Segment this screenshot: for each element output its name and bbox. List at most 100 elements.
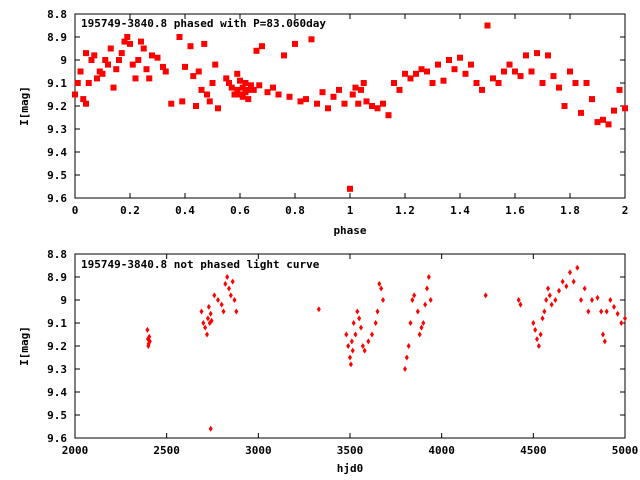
x-tick-label: 1.8 (560, 204, 580, 217)
x-tick-label: 2000 (62, 444, 89, 457)
y-tick-label: 9.2 (47, 340, 67, 353)
data-point (227, 285, 231, 292)
data-point (199, 308, 204, 315)
data-point (316, 306, 321, 313)
data-point (523, 52, 529, 59)
data-point (230, 278, 235, 285)
data-point (358, 86, 364, 93)
data-point (612, 303, 616, 310)
data-point (223, 75, 230, 82)
data-point (253, 47, 260, 54)
data-point (124, 34, 131, 40)
data-point (406, 343, 411, 349)
x-tick-label: 3500 (337, 444, 364, 457)
data-point (428, 297, 433, 303)
y-tick-label: 9.2 (47, 100, 67, 113)
data-point (270, 84, 276, 91)
data-point (147, 338, 152, 345)
data-point (385, 112, 392, 119)
data-point (381, 297, 385, 303)
data-point (94, 75, 100, 82)
data-point (221, 308, 226, 315)
data-point (99, 70, 106, 77)
data-point (219, 301, 224, 308)
data-point (538, 331, 543, 338)
data-point (116, 57, 122, 63)
data-point (350, 347, 355, 354)
data-point (424, 68, 430, 75)
data-point (319, 89, 326, 96)
data-point (426, 274, 431, 280)
data-point (557, 287, 561, 294)
x-tick-label: 4500 (520, 444, 547, 457)
data-point (204, 91, 210, 98)
data-point (206, 303, 211, 310)
data-point (226, 80, 232, 86)
data-point (182, 63, 188, 70)
data-point (533, 326, 538, 333)
data-point (518, 301, 523, 308)
y-tick-label: 8.9 (47, 271, 67, 284)
data-point (490, 75, 496, 82)
data-point (407, 75, 414, 82)
data-point (440, 77, 447, 84)
data-point (228, 292, 233, 299)
y-tick-label: 8.8 (47, 8, 67, 21)
data-point (423, 301, 428, 308)
data-point (608, 297, 613, 303)
data-point (545, 52, 551, 59)
data-point (201, 40, 208, 47)
data-point (391, 80, 397, 86)
x-tick-label: 0.2 (120, 204, 140, 217)
data-point (349, 91, 356, 98)
data-point (239, 93, 246, 100)
data-point (225, 274, 230, 280)
data-point (556, 84, 562, 91)
data-point (599, 308, 604, 315)
data-point (567, 68, 573, 75)
data-point (176, 34, 183, 40)
x-tick-label: 5000 (612, 444, 639, 457)
data-point (417, 331, 422, 338)
data-point (370, 331, 374, 338)
data-point (234, 70, 241, 77)
data-points (72, 22, 628, 192)
data-point (362, 347, 367, 354)
data-point (286, 93, 293, 100)
data-point (179, 98, 186, 105)
data-point (162, 68, 169, 75)
y-tick-label: 9.1 (47, 77, 67, 90)
data-point (209, 317, 214, 324)
data-point (622, 105, 628, 112)
data-point (369, 103, 375, 109)
data-point (595, 294, 600, 301)
data-point (564, 283, 569, 290)
data-point (140, 45, 147, 52)
data-point (281, 52, 287, 59)
x-tick-label: 2 (622, 204, 629, 217)
data-point (77, 68, 84, 75)
data-point (619, 320, 624, 326)
data-point (583, 80, 590, 86)
y-axis-label: I[mag] (18, 86, 31, 126)
data-point (127, 40, 133, 47)
data-point (149, 52, 155, 59)
data-point (205, 331, 209, 338)
data-point (347, 185, 353, 192)
data-point (446, 57, 452, 63)
unphased-light-curve-panel: 2000 2500 3000 3500 4000 4500 5000 8.8 8.9 9 9.1 9.… (18, 248, 638, 475)
data-point (360, 80, 367, 86)
data-point (425, 285, 429, 292)
data-point (336, 86, 342, 93)
x-tick-label: 3000 (245, 444, 272, 457)
data-point (143, 66, 150, 73)
data-point (72, 91, 78, 98)
data-point (348, 354, 352, 361)
data-point (578, 109, 584, 116)
data-point (568, 269, 572, 276)
data-point (605, 121, 612, 128)
data-point (193, 103, 199, 109)
data-point (589, 96, 595, 103)
data-point (501, 68, 507, 75)
